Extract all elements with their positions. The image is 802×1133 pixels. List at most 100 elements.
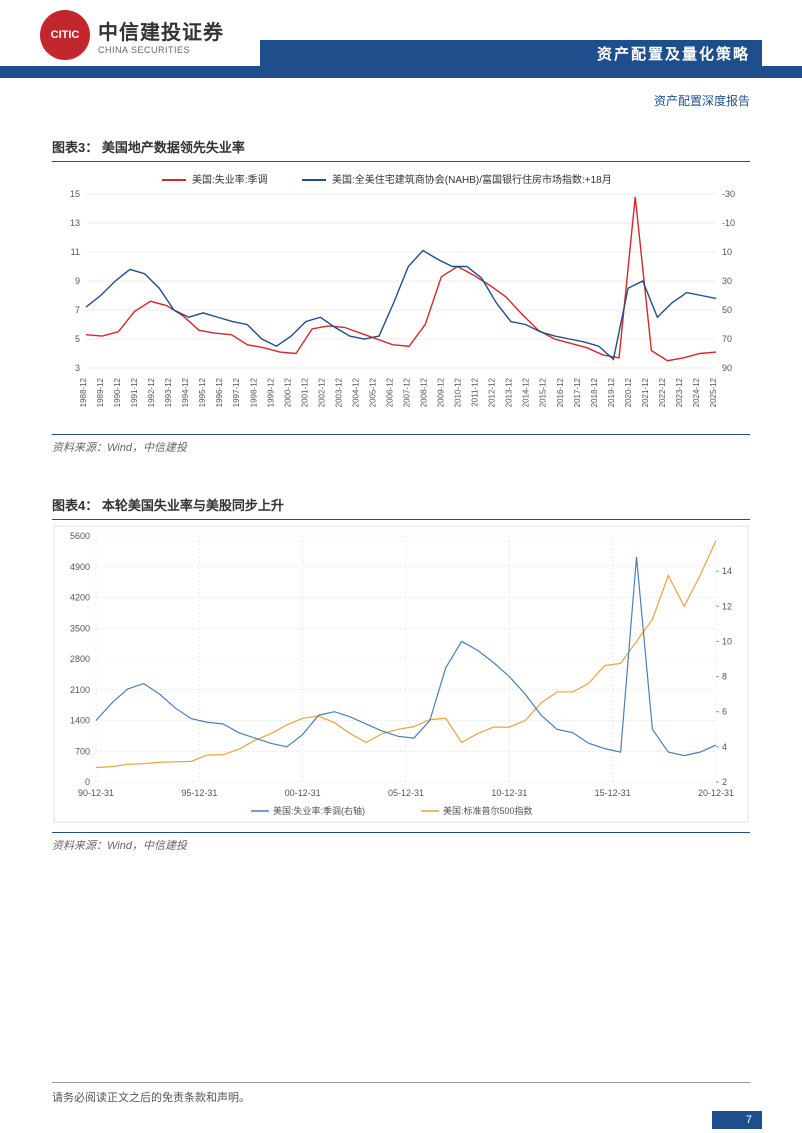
svg-text:1994-12: 1994-12 xyxy=(181,377,190,407)
svg-text:1999-12: 1999-12 xyxy=(266,377,275,407)
footer: 请务必阅读正文之后的免责条款和声明。 xyxy=(52,1082,750,1105)
svg-text:1997-12: 1997-12 xyxy=(232,377,241,407)
svg-text:0: 0 xyxy=(85,777,90,787)
svg-text:2800: 2800 xyxy=(70,654,90,664)
chart4-section: 图表4： 本轮美国失业率与美股同步上升 0 700 1400 2100 2800 3500… xyxy=(0,455,802,853)
svg-text:1995-12: 1995-12 xyxy=(198,377,207,407)
svg-text:2017-12: 2017-12 xyxy=(573,377,582,407)
chart4-container: 0700140021002800350042004900560024681012… xyxy=(52,524,750,824)
svg-text:2010-12: 2010-12 xyxy=(454,377,463,407)
svg-text:1993-12: 1993-12 xyxy=(164,377,173,407)
logo-text: 中信建投证券 CHINA SECURITIES xyxy=(98,16,224,55)
svg-text:6: 6 xyxy=(722,707,727,717)
svg-text:1996-12: 1996-12 xyxy=(215,377,224,407)
svg-text:2006-12: 2006-12 xyxy=(385,377,394,407)
svg-text:15-12-31: 15-12-31 xyxy=(595,788,631,798)
svg-text:2001-12: 2001-12 xyxy=(300,377,309,407)
svg-text:2000-12: 2000-12 xyxy=(283,377,292,407)
page-header: CITIC 中信建投证券 CHINA SECURITIES 资产配置及量化策略 xyxy=(0,0,802,78)
chart3-title: 图表3： 美国地产数据领先失业率 xyxy=(52,137,750,162)
chart3-section: 图表3： 美国地产数据领先失业率 美国:失业率:季调 美国:全美住宅建筑商协会(N… xyxy=(0,109,802,455)
svg-text:2015-12: 2015-12 xyxy=(539,377,548,407)
svg-text:美国:全美住宅建筑商协会(NAHB)/富国银行住房市场指数:: 美国:全美住宅建筑商协会(NAHB)/富国银行住房市场指数:+18月 xyxy=(332,173,612,186)
svg-text:3: 3 xyxy=(75,363,80,373)
svg-text:2012-12: 2012-12 xyxy=(488,377,497,407)
svg-text:2014-12: 2014-12 xyxy=(522,377,531,407)
svg-text:-30: -30 xyxy=(722,189,735,199)
logo-icon: CITIC xyxy=(40,10,90,60)
svg-text:20-12-31: 20-12-31 xyxy=(698,788,734,798)
page: CITIC 中信建投证券 CHINA SECURITIES 资产配置及量化策略 … xyxy=(0,0,802,1133)
disclaimer: 请务必阅读正文之后的免责条款和声明。 xyxy=(52,1089,250,1105)
chart3-source: 资料来源：Wind，中信建投 xyxy=(52,434,750,455)
svg-text:2: 2 xyxy=(722,777,727,787)
svg-text:1400: 1400 xyxy=(70,716,90,726)
svg-text:70: 70 xyxy=(722,334,732,344)
chart3-svg: 美国:失业率:季调 美国:全美住宅建筑商协会(NAHB)/富国银行住房市场指数:+… xyxy=(52,166,750,426)
svg-text:700: 700 xyxy=(75,746,90,756)
svg-text:14: 14 xyxy=(722,566,732,576)
svg-text:2025-12: 2025-12 xyxy=(709,377,718,407)
svg-text:美国:失业率:季调: 美国:失业率:季调 xyxy=(192,173,268,186)
svg-text:10: 10 xyxy=(722,247,732,257)
svg-text:2011-12: 2011-12 xyxy=(471,377,480,406)
svg-text:50: 50 xyxy=(722,305,732,315)
svg-text:2022-12: 2022-12 xyxy=(658,377,667,407)
svg-text:1992-12: 1992-12 xyxy=(147,377,156,407)
svg-text:2100: 2100 xyxy=(70,685,90,695)
svg-text:美国:失业率:季调(右轴): 美国:失业率:季调(右轴) xyxy=(273,805,365,816)
chart4-svg: 0700140021002800350042004900560024681012… xyxy=(52,524,750,824)
chart4-title: 图表4： 本轮美国失业率与美股同步上升 xyxy=(52,495,750,520)
svg-text:05-12-31: 05-12-31 xyxy=(388,788,424,798)
svg-text:2023-12: 2023-12 xyxy=(675,377,684,407)
svg-text:13: 13 xyxy=(70,218,80,228)
svg-text:2004-12: 2004-12 xyxy=(351,377,360,407)
svg-text:1989-12: 1989-12 xyxy=(96,377,105,407)
svg-text:10: 10 xyxy=(722,636,732,646)
svg-text:90-12-31: 90-12-31 xyxy=(78,788,114,798)
svg-text:11: 11 xyxy=(71,247,80,257)
svg-text:2020-12: 2020-12 xyxy=(624,377,633,407)
svg-text:4: 4 xyxy=(722,742,727,752)
svg-text:-10: -10 xyxy=(722,218,735,228)
svg-text:15: 15 xyxy=(70,189,80,199)
svg-text:2002-12: 2002-12 xyxy=(317,377,326,407)
svg-text:2019-12: 2019-12 xyxy=(607,377,616,407)
page-number: 7 xyxy=(712,1111,762,1129)
svg-text:1998-12: 1998-12 xyxy=(249,377,258,407)
svg-text:7: 7 xyxy=(75,305,80,315)
svg-text:5600: 5600 xyxy=(70,531,90,541)
svg-text:美国:标准普尔500指数: 美国:标准普尔500指数 xyxy=(443,805,533,816)
svg-text:2021-12: 2021-12 xyxy=(641,377,650,407)
svg-text:2007-12: 2007-12 xyxy=(403,377,412,407)
svg-text:2003-12: 2003-12 xyxy=(334,377,343,407)
svg-text:4900: 4900 xyxy=(70,562,90,572)
chart4-source: 资料来源：Wind，中信建投 xyxy=(52,832,750,853)
svg-text:9: 9 xyxy=(75,276,80,286)
svg-text:8: 8 xyxy=(722,672,727,682)
svg-text:00-12-31: 00-12-31 xyxy=(285,788,321,798)
logo-en: CHINA SECURITIES xyxy=(98,45,224,55)
svg-text:90: 90 xyxy=(722,363,732,373)
svg-text:2016-12: 2016-12 xyxy=(556,377,565,407)
svg-text:30: 30 xyxy=(722,276,732,286)
svg-text:2018-12: 2018-12 xyxy=(590,377,599,407)
logo-cn: 中信建投证券 xyxy=(98,16,224,45)
svg-text:2005-12: 2005-12 xyxy=(368,377,377,407)
svg-text:5: 5 xyxy=(75,334,80,344)
svg-text:95-12-31: 95-12-31 xyxy=(181,788,217,798)
sub-header: 资产配置深度报告 xyxy=(0,78,802,109)
svg-text:1991-12: 1991-12 xyxy=(130,377,139,407)
svg-text:1988-12: 1988-12 xyxy=(79,377,88,407)
svg-text:2009-12: 2009-12 xyxy=(437,377,446,407)
chart3-container: 美国:失业率:季调 美国:全美住宅建筑商协会(NAHB)/富国银行住房市场指数:+… xyxy=(52,166,750,426)
svg-text:1990-12: 1990-12 xyxy=(113,377,122,407)
header-bar-title: 资产配置及量化策略 xyxy=(260,40,762,66)
svg-text:2008-12: 2008-12 xyxy=(420,377,429,407)
logo-block: CITIC 中信建投证券 CHINA SECURITIES xyxy=(40,10,224,66)
svg-text:2013-12: 2013-12 xyxy=(505,377,514,407)
svg-text:10-12-31: 10-12-31 xyxy=(491,788,527,798)
svg-text:3500: 3500 xyxy=(70,623,90,633)
svg-text:12: 12 xyxy=(722,601,732,611)
svg-text:2024-12: 2024-12 xyxy=(692,377,701,407)
